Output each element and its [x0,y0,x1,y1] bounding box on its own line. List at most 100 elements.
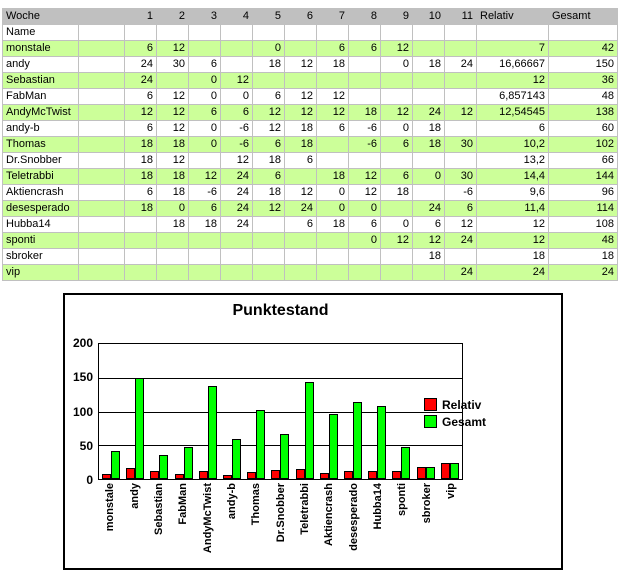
cell-player-name[interactable]: Teletrabbi [2,168,79,185]
cell-gesamt[interactable]: 108 [548,216,618,233]
cell-week-score[interactable]: 18 [124,136,157,153]
cell-week-score[interactable]: 12 [380,40,413,57]
cell-empty[interactable] [78,200,125,217]
cell-week-score[interactable]: 6 [348,40,381,57]
cell-week-score[interactable]: 0 [316,184,349,201]
header-cell-gesamt[interactable]: Gesamt [548,8,618,25]
cell-week-score[interactable] [316,136,349,153]
cell-week-score[interactable]: 18 [284,120,317,137]
cell-week-score[interactable]: 24 [444,232,477,249]
cell-week-score[interactable] [444,72,477,89]
cell-week-score[interactable]: 0 [380,120,413,137]
cell-week-score[interactable]: 24 [124,72,157,89]
cell-week-score[interactable]: 6 [188,200,221,217]
cell-week-score[interactable] [380,152,413,169]
cell-week-score[interactable]: 18 [124,152,157,169]
cell-empty[interactable] [78,40,125,57]
cell-week-score[interactable]: 18 [124,200,157,217]
cell-week-score[interactable] [124,264,157,281]
cell-week-score[interactable] [316,264,349,281]
cell-player-name[interactable]: andy-b [2,120,79,137]
cell-week-score[interactable]: 0 [412,168,445,185]
cell-week-score[interactable]: 0 [252,40,285,57]
name-row-label[interactable]: Name [2,24,79,41]
cell-week-score[interactable]: 30 [156,56,189,73]
cell-week-score[interactable]: 18 [252,152,285,169]
cell-relativ[interactable]: 6 [476,120,549,137]
cell-week-score[interactable]: 18 [412,248,445,265]
cell-week-score[interactable]: 6 [412,216,445,233]
cell-week-score[interactable]: 24 [220,184,253,201]
cell-week-score[interactable]: 0 [220,88,253,105]
cell-week-score[interactable] [412,40,445,57]
cell-gesamt[interactable]: 102 [548,136,618,153]
cell-week-score[interactable]: 0 [188,120,221,137]
cell-gesamt[interactable]: 96 [548,184,618,201]
cell-week-score[interactable]: 30 [444,168,477,185]
cell-week-score[interactable]: 18 [380,184,413,201]
cell-week-score[interactable] [220,248,253,265]
cell-week-score[interactable] [348,88,381,105]
name-row-cell[interactable] [412,24,445,41]
cell-week-score[interactable]: 12 [220,152,253,169]
cell-relativ[interactable]: 9,6 [476,184,549,201]
cell-player-name[interactable]: Dr.Snobber [2,152,79,169]
cell-gesamt[interactable]: 42 [548,40,618,57]
cell-week-score[interactable]: 6 [124,184,157,201]
cell-relativ[interactable]: 6,857143 [476,88,549,105]
cell-week-score[interactable]: 12 [252,104,285,121]
cell-week-score[interactable] [444,248,477,265]
cell-week-score[interactable]: 0 [156,200,189,217]
cell-week-score[interactable]: 24 [220,168,253,185]
cell-week-score[interactable]: 24 [124,56,157,73]
cell-week-score[interactable] [188,40,221,57]
cell-week-score[interactable]: 18 [252,184,285,201]
cell-player-name[interactable]: vip [2,264,79,281]
cell-week-score[interactable] [380,200,413,217]
cell-week-score[interactable]: 24 [412,104,445,121]
cell-empty[interactable] [78,248,125,265]
header-cell-woche[interactable]: Woche [2,8,79,25]
cell-week-score[interactable]: 0 [348,200,381,217]
name-row-cell[interactable] [252,24,285,41]
header-cell-week[interactable]: 4 [220,8,253,25]
cell-week-score[interactable] [316,72,349,89]
cell-week-score[interactable] [316,232,349,249]
cell-week-score[interactable]: 0 [188,72,221,89]
cell-week-score[interactable]: 6 [124,40,157,57]
cell-empty[interactable] [78,152,125,169]
header-cell-relativ[interactable]: Relativ [476,8,549,25]
cell-week-score[interactable]: 6 [188,56,221,73]
cell-week-score[interactable] [348,264,381,281]
cell-week-score[interactable] [188,264,221,281]
cell-relativ[interactable]: 14,4 [476,168,549,185]
header-cell-week[interactable]: 9 [380,8,413,25]
header-cell-empty[interactable] [78,8,125,25]
header-cell-week[interactable]: 11 [444,8,477,25]
cell-week-score[interactable] [252,72,285,89]
cell-week-score[interactable]: 18 [252,56,285,73]
cell-gesamt[interactable]: 66 [548,152,618,169]
cell-empty[interactable] [78,232,125,249]
cell-week-score[interactable] [284,72,317,89]
cell-empty[interactable] [78,264,125,281]
cell-week-score[interactable]: 12 [252,200,285,217]
cell-week-score[interactable] [124,248,157,265]
cell-week-score[interactable] [284,40,317,57]
cell-week-score[interactable] [316,248,349,265]
cell-week-score[interactable]: 12 [124,104,157,121]
cell-week-score[interactable] [412,264,445,281]
cell-week-score[interactable]: -6 [444,184,477,201]
name-row-cell[interactable] [156,24,189,41]
cell-player-name[interactable]: Aktiencrash [2,184,79,201]
cell-gesamt[interactable]: 150 [548,56,618,73]
header-cell-week[interactable]: 8 [348,8,381,25]
cell-week-score[interactable]: 24 [444,264,477,281]
header-cell-week[interactable]: 5 [252,8,285,25]
cell-week-score[interactable]: -6 [220,136,253,153]
cell-week-score[interactable]: 6 [380,136,413,153]
cell-player-name[interactable]: Thomas [2,136,79,153]
cell-relativ[interactable]: 12 [476,232,549,249]
cell-week-score[interactable] [284,232,317,249]
cell-week-score[interactable] [444,120,477,137]
